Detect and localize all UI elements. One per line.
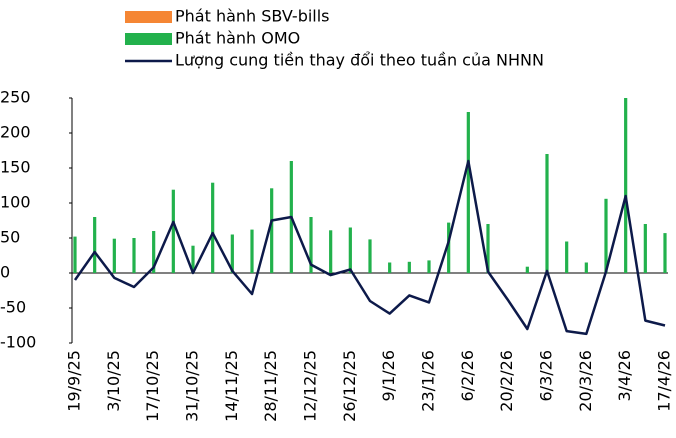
bar (112, 238, 116, 273)
y-tick-label: 50 (0, 228, 20, 247)
legend-label: Lượng cung tiền thay đổi theo tuần của N… (175, 51, 544, 70)
bar (388, 262, 392, 273)
bar (191, 245, 195, 273)
bar (624, 98, 628, 273)
line (73, 159, 666, 336)
bar (486, 224, 490, 273)
bar (466, 112, 470, 273)
bar (368, 239, 372, 273)
bar (427, 260, 431, 273)
bar (93, 217, 97, 273)
bar (211, 182, 215, 273)
y-tick-label: 100 (0, 193, 31, 212)
bar (329, 230, 333, 273)
y-tick-label: 0 (0, 263, 10, 282)
x-tick-label: 23/1/26 (419, 350, 438, 412)
legend-label: Phát hành SBV-bills (175, 7, 330, 26)
x-tick-label: 14/11/25 (222, 350, 241, 422)
x-tick-label: 12/12/25 (301, 350, 320, 422)
bar (584, 262, 588, 273)
bar (565, 241, 569, 273)
x-tick-label: 3/4/26 (615, 350, 634, 402)
legend-swatch (125, 33, 172, 45)
bar (525, 266, 529, 273)
x-tick-label: 20/2/26 (497, 350, 516, 412)
x-tick-label: 31/10/25 (183, 350, 202, 422)
bar (407, 261, 411, 273)
bar (152, 231, 156, 273)
x-tick-label: 17/4/26 (655, 350, 674, 412)
y-tick-label: 250 (0, 88, 31, 107)
bar (132, 238, 136, 273)
bar (447, 222, 451, 273)
bar (545, 154, 549, 273)
x-tick-label: 6/2/26 (458, 350, 477, 402)
x-tick-label: 17/10/25 (143, 350, 162, 422)
legend-label: Phát hành OMO (175, 29, 300, 48)
x-tick-label: 6/3/26 (537, 350, 556, 402)
x-tick-label: 28/11/25 (261, 350, 280, 422)
y-tick-label: 150 (0, 158, 31, 177)
x-tick-label: 26/12/25 (340, 350, 359, 422)
bar (604, 198, 608, 273)
bar (73, 236, 77, 273)
bar (270, 188, 274, 273)
y-tick-label: -50 (0, 298, 26, 317)
y-tick-label: -100 (0, 333, 36, 352)
bar (171, 189, 175, 273)
bar (230, 234, 234, 273)
bar (663, 233, 667, 273)
bar (348, 227, 352, 273)
x-tick-label: 19/9/25 (65, 350, 84, 412)
x-tick-label: 20/3/26 (576, 350, 595, 412)
bar (309, 217, 313, 273)
bar (643, 224, 647, 273)
y-tick-label: 200 (0, 123, 31, 142)
x-tick-label: 3/10/25 (104, 350, 123, 412)
x-tick-label: 9/1/26 (379, 350, 398, 402)
bar (250, 229, 254, 273)
legend-swatch (125, 11, 172, 23)
